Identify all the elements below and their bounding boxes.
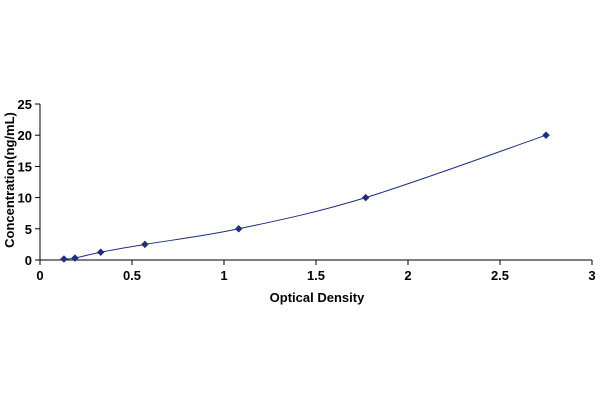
- data-point: [141, 240, 149, 249]
- y-tick-label: 5: [25, 222, 32, 237]
- x-tick-label: 1: [220, 268, 227, 283]
- data-point: [71, 254, 79, 262]
- y-tick-label: 20: [18, 128, 32, 143]
- data-point: [361, 193, 370, 202]
- y-tick-label: 0: [25, 253, 32, 268]
- y-axis: 0 5 10 15 20 25: [18, 97, 41, 268]
- x-tick-label: 0: [36, 268, 43, 283]
- x-tick-label: 3: [588, 268, 595, 283]
- fit-curve: [63, 134, 547, 260]
- x-tick-label: 2: [404, 268, 411, 283]
- series-layer: [60, 131, 550, 263]
- data-point: [234, 224, 243, 233]
- y-tick-label: 10: [18, 191, 32, 206]
- x-axis-title: Optical Density: [270, 290, 365, 305]
- data-point: [542, 131, 550, 140]
- x-tick-label: 1.5: [307, 268, 325, 283]
- data-point: [60, 255, 68, 263]
- y-axis-title: Concentration(ng/mL): [2, 112, 17, 248]
- y-tick-label: 15: [18, 159, 32, 174]
- x-axis: 0 0.5 1 1.5 2 2.5 3: [36, 259, 596, 283]
- data-point: [96, 248, 105, 257]
- x-tick-label: 0.5: [123, 268, 141, 283]
- x-tick-label: 2.5: [491, 268, 509, 283]
- y-tick-label: 25: [18, 97, 32, 112]
